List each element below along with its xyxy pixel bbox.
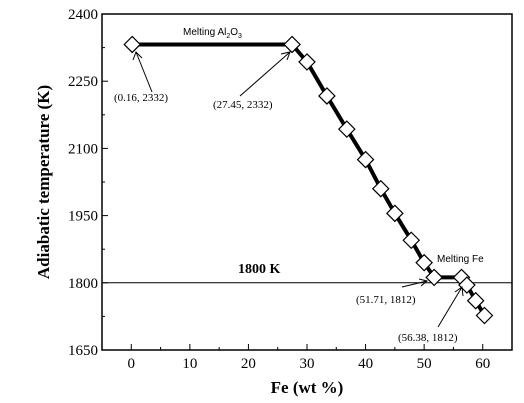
x-tick-label: 0 (128, 356, 136, 372)
annotation-27-45: (27.45, 2332) (213, 99, 273, 111)
data-point-marker (298, 53, 316, 71)
data-point-marker (386, 204, 404, 223)
x-tick-label: 60 (475, 356, 490, 372)
y-tick-label: 2100 (68, 141, 98, 157)
data-point-marker (283, 35, 301, 54)
arrowhead-51-71 (418, 278, 429, 287)
annotation-melting-fe: Melting Fe (437, 254, 484, 265)
arrowhead-0-16 (132, 51, 143, 61)
x-tick-label: 50 (417, 356, 432, 372)
arrow-0-16 (135, 51, 153, 93)
annotation-arrows (132, 51, 464, 328)
data-point-marker (318, 87, 336, 105)
series-markers (123, 35, 494, 325)
arrowhead-27-45 (280, 51, 291, 61)
annotation-0-16: (0.16, 2332) (114, 92, 168, 104)
data-point-marker (425, 268, 444, 287)
arrow-27-45 (239, 51, 291, 97)
data-point-marker (415, 253, 433, 272)
plot-frame (101, 13, 513, 351)
y-tick-label: 1650 (68, 343, 98, 359)
x-tick-label: 30 (300, 356, 315, 372)
arrow-56-38 (437, 286, 463, 328)
y-axis-title: Adiabatic temperature (K) (34, 85, 53, 279)
data-point-marker (371, 179, 390, 198)
data-point-marker (123, 35, 142, 54)
annotation-51-71: (51.71, 1812) (356, 294, 416, 306)
data-point-marker (466, 291, 485, 310)
annotation-56-38: (56.38, 1812) (398, 332, 458, 344)
data-point-marker (337, 120, 356, 138)
annotation-melting-al2o3: Melting Al2O3 (183, 27, 242, 40)
arrow-51-71 (401, 280, 428, 288)
y-tick-label: 2250 (68, 74, 98, 90)
y-tick-label: 1950 (68, 209, 98, 225)
x-tick-label: 40 (358, 356, 373, 372)
x-tick-label: 20 (241, 356, 256, 372)
arrowhead-56-38 (454, 286, 464, 297)
y-tick-label: 2400 (68, 7, 98, 23)
x-axis-ticks: 0 10 20 30 40 50 60 (128, 344, 490, 372)
reference-line-label: 1800 K (238, 262, 281, 277)
data-point-marker (458, 276, 476, 294)
y-tick-label: 1800 (68, 276, 98, 292)
x-tick-label: 10 (182, 356, 197, 372)
y-axis-ticks: 1650 1800 1950 2100 2250 2400 (68, 7, 108, 359)
x-axis-title: Fe (wt %) (271, 378, 344, 397)
data-point-marker (356, 150, 375, 169)
data-point-marker (475, 306, 494, 325)
data-point-marker (402, 231, 421, 250)
